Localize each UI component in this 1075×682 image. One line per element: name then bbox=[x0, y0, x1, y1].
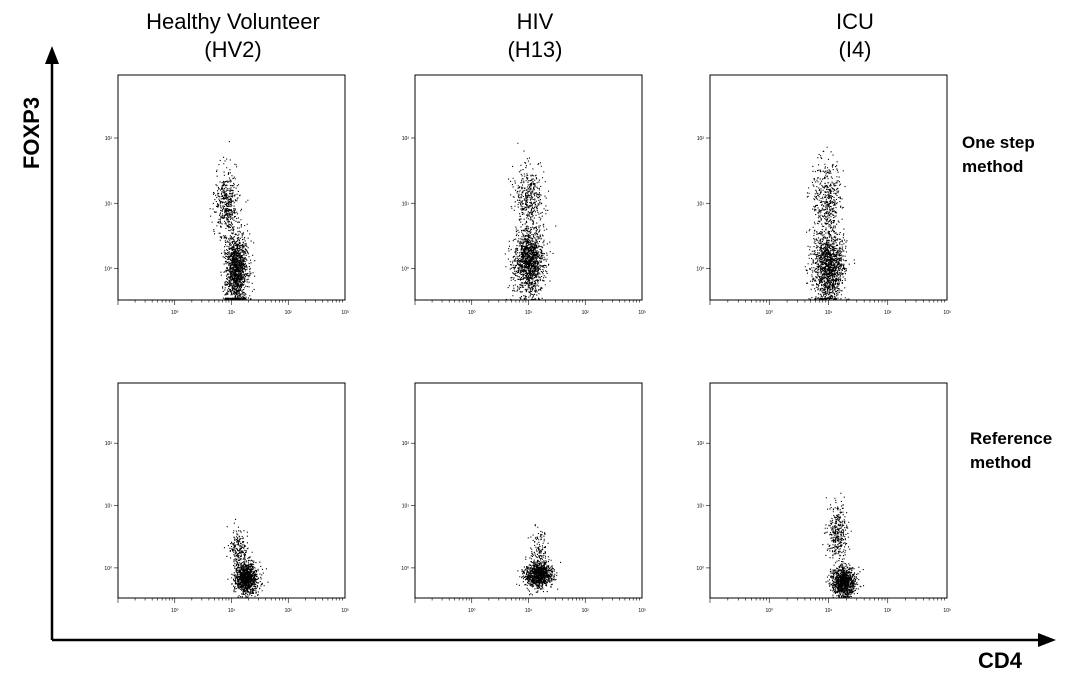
x-tick-label: 10² bbox=[285, 310, 293, 316]
y-tick-label: 10² bbox=[105, 136, 113, 142]
column-title-hv-line1: Healthy Volunteer bbox=[146, 9, 320, 34]
row-label-reference-line1: Reference bbox=[970, 429, 1053, 448]
panel-frame bbox=[709, 382, 948, 599]
x-tick-label: 10⁰ bbox=[468, 310, 476, 316]
y-tick-label: 10² bbox=[402, 136, 410, 142]
y-tick-label: 10⁰ bbox=[104, 566, 112, 572]
x-tick-label: 10² bbox=[582, 310, 590, 316]
y-tick-label: 10² bbox=[697, 136, 705, 142]
x-tick-label: 10³ bbox=[943, 608, 951, 614]
scatter-dots bbox=[209, 141, 256, 301]
x-tick-label: 10⁰ bbox=[765, 310, 773, 316]
y-tick-label: 10¹ bbox=[105, 504, 113, 510]
y-tick-label: 10⁰ bbox=[696, 267, 704, 273]
y-tick-label: 10² bbox=[402, 441, 410, 447]
y-tick-label: 10⁰ bbox=[696, 566, 704, 572]
x-tick-label: 10⁰ bbox=[765, 608, 773, 614]
row-label-one-step-line2: method bbox=[962, 157, 1024, 176]
x-tick-label: 10³ bbox=[638, 608, 646, 614]
x-tick-label: 10¹ bbox=[228, 608, 236, 614]
scatter-dots bbox=[804, 146, 856, 301]
scatter-panel-5: 10⁰ 10¹ 10² 10³ 10⁰ 10¹ 10² bbox=[401, 382, 646, 614]
column-title-hv-line2: (HV2) bbox=[204, 37, 262, 62]
x-tick-label: 10² bbox=[884, 608, 892, 614]
y-tick-label: 10¹ bbox=[697, 201, 705, 207]
x-tick-label: 10¹ bbox=[525, 608, 533, 614]
scatter-panel-3: 10⁰ 10¹ 10² 10³ 10⁰ 10¹ 10² bbox=[696, 74, 951, 316]
column-title-hiv: HIV (H13) bbox=[440, 8, 630, 64]
row-label-reference-line2: method bbox=[970, 453, 1032, 472]
y-tick-label: 10² bbox=[697, 441, 705, 447]
y-axis-title: FOXP3 bbox=[19, 96, 44, 170]
x-tick-label: 10³ bbox=[341, 608, 349, 614]
x-tick-label: 10⁰ bbox=[171, 608, 179, 614]
row-label-reference: Reference method bbox=[970, 427, 1052, 475]
scatter-panel-6: 10⁰ 10¹ 10² 10³ 10⁰ 10¹ 10² bbox=[696, 382, 951, 614]
x-tick-label: 10² bbox=[285, 608, 293, 614]
y-tick-label: 10⁰ bbox=[104, 267, 112, 273]
row-label-one-step-line1: One step bbox=[962, 133, 1035, 152]
column-title-icu-line2: (I4) bbox=[838, 37, 872, 62]
y-tick-label: 10¹ bbox=[402, 201, 410, 207]
x-tick-label: 10⁰ bbox=[468, 608, 476, 614]
x-tick-label: 10² bbox=[884, 310, 892, 316]
x-tick-label: 10³ bbox=[341, 310, 349, 316]
y-tick-label: 10⁰ bbox=[401, 566, 409, 572]
y-tick-label: 10² bbox=[105, 441, 113, 447]
x-tick-label: 10³ bbox=[638, 310, 646, 316]
panel-frame bbox=[117, 382, 346, 599]
scatter-dots bbox=[223, 518, 269, 598]
scatter-panel-4: 10⁰ 10¹ 10² 10³ 10⁰ 10¹ 10² bbox=[104, 382, 349, 614]
x-tick-label: 10¹ bbox=[825, 608, 833, 614]
scatter-panel-1: 10⁰ 10¹ 10² 10³ 10⁰ 10¹ 10² bbox=[104, 74, 349, 316]
x-tick-label: 10⁰ bbox=[171, 310, 179, 316]
x-tick-label: 10¹ bbox=[525, 310, 533, 316]
column-title-icu-line1: ICU bbox=[836, 9, 874, 34]
x-tick-label: 10³ bbox=[943, 310, 951, 316]
row-label-one-step: One step method bbox=[962, 131, 1035, 179]
scatter-dots bbox=[516, 524, 562, 596]
scatter-dots bbox=[504, 142, 557, 301]
column-title-hv: Healthy Volunteer (HV2) bbox=[110, 8, 356, 64]
column-title-hiv-line1: HIV bbox=[516, 9, 554, 34]
x-axis-title: CD4 bbox=[978, 648, 1023, 673]
y-axis-arrow-icon bbox=[45, 46, 59, 64]
panel-frame bbox=[414, 382, 643, 599]
scatter-dots bbox=[822, 492, 865, 599]
y-tick-label: 10¹ bbox=[697, 504, 705, 510]
y-tick-label: 10¹ bbox=[402, 504, 410, 510]
x-tick-label: 10¹ bbox=[825, 310, 833, 316]
y-tick-label: 10¹ bbox=[105, 201, 113, 207]
x-tick-label: 10² bbox=[582, 608, 590, 614]
x-tick-label: 10¹ bbox=[228, 310, 236, 316]
column-title-hiv-line2: (H13) bbox=[507, 37, 563, 62]
column-title-icu: ICU (I4) bbox=[760, 8, 950, 64]
y-tick-label: 10⁰ bbox=[401, 267, 409, 273]
scatter-panel-2: 10⁰ 10¹ 10² 10³ 10⁰ 10¹ 10² bbox=[401, 74, 646, 316]
x-axis-arrow-icon bbox=[1038, 633, 1056, 647]
